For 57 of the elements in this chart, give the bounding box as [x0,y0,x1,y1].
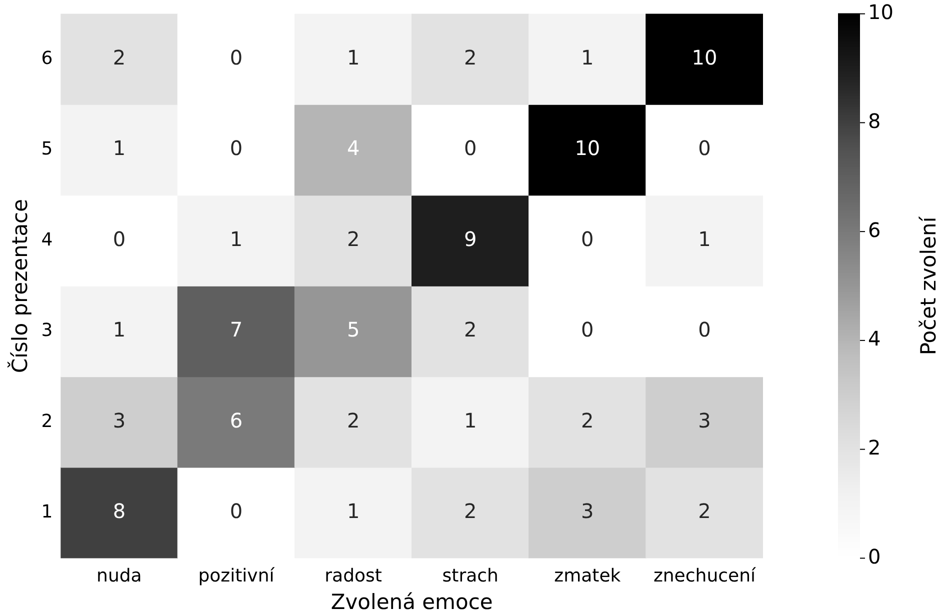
data-label: 3 [112,408,126,432]
data-label: 1 [698,226,711,251]
data-label: 1 [346,45,360,70]
data-label: 0 [464,136,477,160]
y-tick-label: 4 [41,229,53,250]
color-bar-label: 4 [868,326,881,351]
color-bar-label: 6 [868,218,881,242]
x-tick-label: radost [324,566,382,587]
x-tick-label: znechucení [653,566,756,587]
data-label: 9 [464,226,477,251]
data-label: 0 [698,318,711,342]
x-axis-title: Zvolená emoce [330,590,493,614]
color-bar-label: 8 [868,108,881,133]
data-label: 1 [112,136,126,160]
data-label: 1 [230,226,243,251]
color-bar-label: 10 [868,0,894,24]
data-label: 4 [346,136,360,160]
data-label: 3 [581,499,594,524]
x-tick-label: nuda [96,566,142,587]
color-bar-title: Počet zvolení [916,216,938,356]
data-label: 3 [698,408,711,432]
data-label: 0 [581,226,594,251]
data-label: 0 [112,226,126,251]
data-label: 8 [112,499,126,524]
x-tick-label: zmatek [554,566,622,587]
data-label: 2 [464,318,477,342]
data-label: 10 [574,136,600,160]
data-label: 10 [692,45,718,70]
data-label: 5 [346,318,360,342]
data-label: 1 [346,499,360,524]
color-bar-label: 2 [868,436,881,460]
data-label: 6 [230,408,243,432]
y-tick-label: 2 [41,410,53,432]
data-label: 0 [230,136,243,160]
y-tick-label: 1 [41,502,53,523]
data-label: 0 [230,45,243,70]
y-axis-title: Číslo prezentace [7,198,32,374]
x-tick-label: strach [442,566,498,587]
data-label: 1 [464,408,477,432]
data-label: 0 [230,499,243,524]
data-label: 2 [464,499,477,524]
y-tick-label: 6 [41,48,53,69]
data-label: 2 [581,408,594,432]
x-tick-label: pozitivní [198,566,276,587]
data-label: 2 [346,408,360,432]
data-label: 2 [464,45,477,70]
data-label: 2 [112,45,126,70]
data-label: 0 [698,136,711,160]
data-label: 2 [346,226,360,251]
data-label: 1 [581,45,594,70]
color-bar-label: 0 [868,544,881,568]
data-label: 7 [230,318,243,342]
y-tick-label: 5 [41,138,53,160]
data-label: 1 [112,318,126,342]
data-label: 2 [698,499,711,524]
y-tick-label: 3 [41,320,53,342]
data-label: 0 [581,318,594,342]
